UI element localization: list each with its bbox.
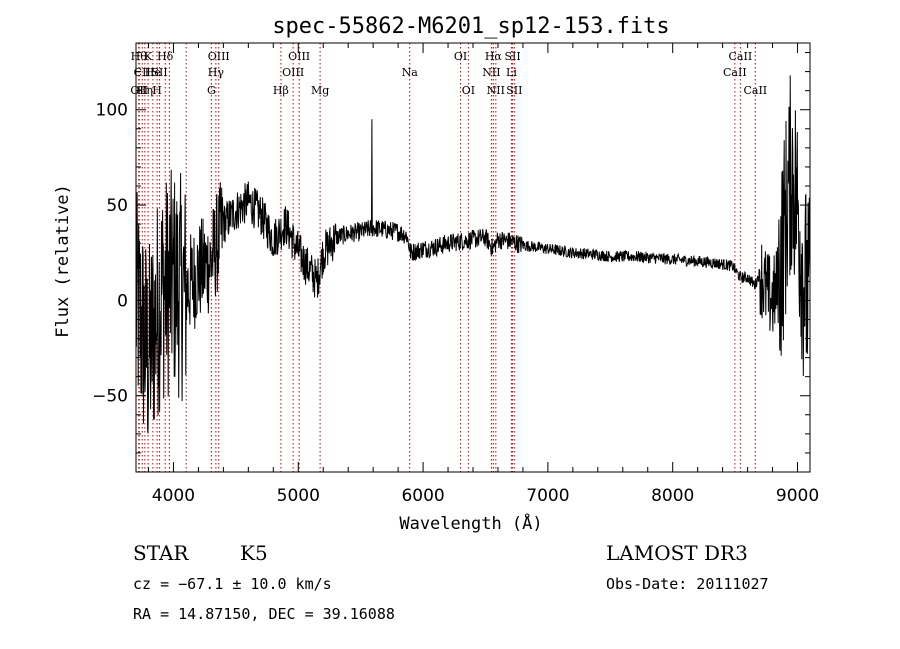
coordinates: RA = 14.87150, DEC = 39.16088 [133,605,395,623]
line-marker-label: SII [151,66,167,79]
object-subclass: K5 [240,541,268,565]
line-marker-label: CaII [743,84,767,97]
y-tick-label: 0 [117,291,128,311]
line-markers-group [138,43,756,472]
line-marker-labels-group: HθOIICIIHηKHeHSIIHδGHγOIIIHβOIIIOIIIMgNa… [130,50,767,97]
x-tick-label: 8000 [651,486,694,506]
y-tick-label: −50 [92,387,128,407]
line-marker-label: Hγ [208,66,225,79]
line-marker-label: CaII [729,50,753,63]
line-marker-label: K [144,50,153,63]
line-marker-label: He [145,66,161,79]
x-tick-label: 9000 [776,486,819,506]
line-marker-label: NII [487,84,505,97]
observation-date: Obs-Date: 20111027 [606,575,769,593]
redshift-value: cz = −67.1 ± 10.0 km/s [133,575,332,593]
axis-tick-labels-group: 4000 5000 6000 7000 8000 9000 −50 0 50 100 [92,101,819,506]
y-tick-label: 50 [106,196,128,216]
axis-ticks-group [136,43,810,472]
x-tick-label: 6000 [401,486,444,506]
chart-title: spec-55862-M6201_sp12-153.fits [272,14,669,39]
line-marker-label: OI [454,50,467,63]
line-marker-label: Na [402,66,419,79]
line-marker-label: Hβ [273,84,289,97]
line-marker-label: OIII [208,50,230,63]
line-marker-label: Mg [311,84,329,97]
line-marker-label: OIII [282,66,304,79]
line-marker-label: H [152,84,162,97]
line-marker-label: Hη [137,84,153,97]
line-marker-label: G [207,84,216,97]
spectrum-line [135,75,811,434]
line-marker-label: Hα [485,50,503,63]
line-marker-label: SII [506,84,522,97]
line-marker-label: NII [482,66,500,79]
y-tick-label: 100 [96,101,128,121]
object-class: STAR [133,541,189,565]
line-marker-label: CII [134,66,151,79]
plot-frame [135,42,811,473]
line-marker-label: Hδ [157,50,174,63]
y-axis-label: Flux (relative) [53,184,73,338]
x-tick-label: 4000 [152,486,195,506]
line-marker-label: CaII [723,66,747,79]
x-tick-label: 5000 [277,486,320,506]
line-marker-label: OI [462,84,475,97]
line-marker-label: Hθ [131,50,148,63]
line-marker-label: SII [504,50,520,63]
line-marker-label: Li [506,66,517,79]
x-tick-label: 7000 [526,486,569,506]
line-marker-label: OIII [288,50,310,63]
survey-name: LAMOST DR3 [606,541,748,565]
x-axis-label: Wavelength (Å) [399,512,542,534]
